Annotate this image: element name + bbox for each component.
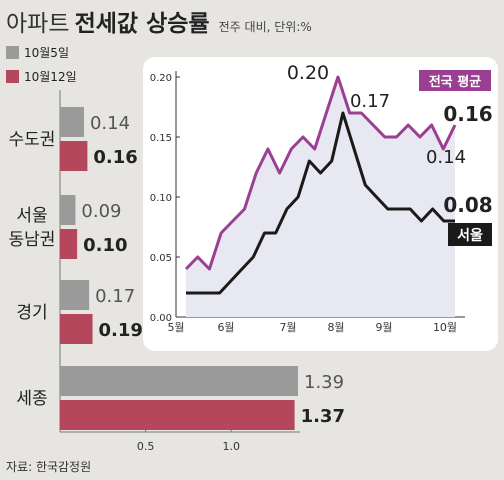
y-tick-label: 0.20 <box>150 73 172 84</box>
chart-title: 아파트 전세값 상승률 전주 대비, 단위:% <box>6 4 312 38</box>
value-annotation: 0.08 <box>443 193 492 217</box>
title-light: 아파트 <box>6 11 70 37</box>
series-label-seoul-box <box>448 223 492 246</box>
bar <box>60 141 88 171</box>
bar-value-label: 0.09 <box>81 201 121 222</box>
title-bold: 전세값 상승률 <box>74 11 210 37</box>
value-annotation: 0.17 <box>350 91 390 112</box>
bar-tick-label: 1.0 <box>222 440 240 453</box>
category-label: 경기 <box>16 303 47 323</box>
bar-value-label: 0.17 <box>95 286 135 307</box>
bar-value-label: 0.10 <box>83 235 127 256</box>
legend-label-oct12: 10월12일 <box>24 70 77 84</box>
series-line-national <box>184 75 457 271</box>
series-area-national <box>186 77 455 317</box>
bar-value-label: 0.19 <box>99 320 143 341</box>
legend-swatch-oct12 <box>6 70 19 83</box>
bar-value-label: 1.37 <box>301 406 345 427</box>
x-tick-label: 9월 <box>375 321 392 334</box>
bar-value-label: 0.16 <box>93 147 137 168</box>
bar <box>60 280 90 310</box>
x-tick-label: 8월 <box>327 321 344 334</box>
category-label: 서울 <box>16 206 47 226</box>
bar-tick-label: 0.5 <box>137 440 155 453</box>
bar <box>60 400 295 430</box>
legend-item-oct5: 10월5일 <box>6 44 69 61</box>
legend-item-oct12: 10월12일 <box>6 68 77 85</box>
bar <box>60 366 298 396</box>
bar <box>60 229 78 259</box>
y-tick-label: 0.15 <box>150 133 172 144</box>
series-label-national: 전국 평균 <box>419 70 491 91</box>
y-tick-label: 0.00 <box>150 313 172 324</box>
series-label-national-box <box>419 70 491 91</box>
x-tick-label: 6월 <box>217 321 234 334</box>
value-annotation: 0.20 <box>287 62 329 84</box>
category-label: 동남권 <box>9 230 56 250</box>
series-label-national-text: 전국 평균 <box>429 74 481 90</box>
value-annotation: 0.14 <box>426 147 466 168</box>
y-tick-label: 0.05 <box>150 253 172 264</box>
series-label-seoul: 서울 <box>448 223 492 246</box>
bar <box>60 195 76 225</box>
x-tick-label: 10월 <box>433 321 457 334</box>
y-tick-label: 0.10 <box>150 193 172 204</box>
bar-value-label: 0.14 <box>90 113 130 134</box>
bar <box>60 107 84 137</box>
legend-label-oct5: 10월5일 <box>24 46 69 60</box>
title-subtitle: 전주 대비, 단위:% <box>218 20 312 34</box>
series-line-seoul <box>186 111 455 295</box>
bar <box>60 314 93 344</box>
value-annotation: 0.16 <box>443 102 492 126</box>
bar-value-label: 1.39 <box>304 372 344 393</box>
x-tick-label: 7월 <box>279 321 296 334</box>
series-label-seoul-text: 서울 <box>457 227 483 244</box>
category-label: 수도권 <box>9 130 56 150</box>
source-note: 자료: 한국감정원 <box>6 460 92 474</box>
line-chart: 0.00 0.05 0.10 0.15 0.20 5월 6월 7월 8월 9월 10월 전국 평균서울… <box>150 62 493 334</box>
legend-swatch-oct5 <box>6 46 19 59</box>
category-label: 세종 <box>16 389 47 409</box>
x-tick-label: 5월 <box>167 321 184 334</box>
